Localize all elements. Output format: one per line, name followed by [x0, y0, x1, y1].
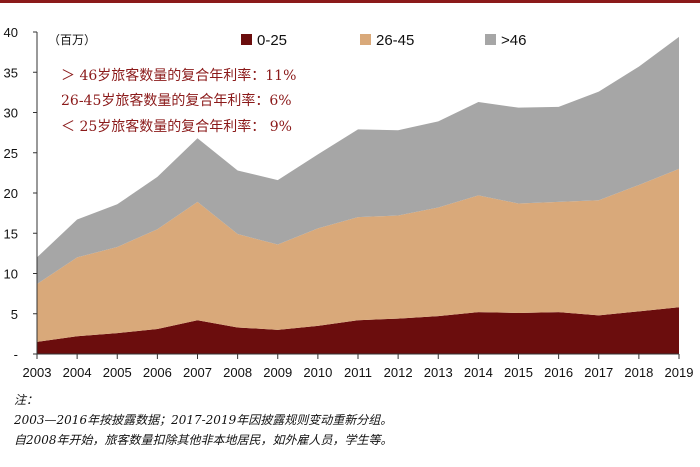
legend-label-1: 26-45	[376, 32, 414, 49]
x-tick-label: 2006	[143, 365, 172, 380]
x-tick-label: 2009	[263, 365, 292, 380]
y-tick-label: 20	[4, 186, 18, 201]
footnote-title: 注：	[14, 393, 39, 407]
annotation-under-25: ＜ 25岁旅客数量的复合年利率： 9%	[61, 118, 292, 135]
annotation-26-45: 26-45岁旅客数量的复合年利率：6%	[61, 92, 292, 109]
area-series-1	[37, 168, 679, 342]
x-tick-label: 2019	[665, 365, 694, 380]
y-tick-label: 5	[11, 307, 18, 322]
x-tick-label: 2013	[424, 365, 453, 380]
x-tick-label: 2018	[624, 365, 653, 380]
x-tick-label: 2011	[344, 365, 372, 380]
legend-swatch-0	[241, 34, 252, 45]
area-series-2	[37, 36, 679, 284]
x-tick-label: 2010	[303, 365, 332, 380]
area-series-0	[37, 307, 679, 354]
y-tick-label: 30	[4, 106, 18, 121]
y-tick-label: 40	[4, 25, 18, 40]
footnotes: 注： 2003—2016年按披露数据；2017-2019年因披露规则变动重新分组…	[14, 390, 694, 450]
x-tick-label: 2007	[183, 365, 212, 380]
top-border-line	[0, 0, 700, 3]
x-tick-label: 2012	[384, 365, 413, 380]
y-tick-label: 15	[4, 226, 18, 241]
annotation-over-46: ＞ 46岁旅客数量的复合年利率：11%	[61, 67, 296, 84]
axes: - 5 10 15 20 25 30 35 40 2003 2004 2005 2006 2007 2008…	[4, 25, 694, 380]
legend-label-0: 0-25	[257, 32, 287, 49]
x-tick-label: 2005	[103, 365, 132, 380]
area-layers	[37, 36, 679, 354]
y-tick-label: 10	[4, 267, 18, 282]
x-tick-label: 2004	[63, 365, 92, 380]
y-tick-label: -	[14, 347, 18, 362]
legend: 0-25 26-45 >46	[241, 32, 526, 49]
x-tick-label: 2017	[584, 365, 613, 380]
unit-label: （百万）	[48, 33, 96, 47]
legend-label-2: >46	[501, 32, 526, 49]
x-tick-label: 2016	[544, 365, 573, 380]
x-tick-label: 2008	[223, 365, 252, 380]
x-tick-label: 2003	[23, 365, 52, 380]
legend-swatch-1	[360, 34, 371, 45]
legend-swatch-2	[485, 34, 496, 45]
x-tick-label: 2015	[504, 365, 533, 380]
x-tick-label: 2014	[464, 365, 493, 380]
annotations: ＞ 46岁旅客数量的复合年利率：11% 26-45岁旅客数量的复合年利率：6% …	[61, 67, 296, 135]
y-tick-label: 25	[4, 146, 18, 161]
footnote-line-1: 2003—2016年按披露数据；2017-2019年因披露规则变动重新分组。	[14, 413, 393, 427]
y-tick-label: 35	[4, 65, 18, 80]
footnote-line-2: 自2008年开始，旅客数量扣除其他非本地居民，如外雇人员，学生等。	[14, 433, 393, 447]
